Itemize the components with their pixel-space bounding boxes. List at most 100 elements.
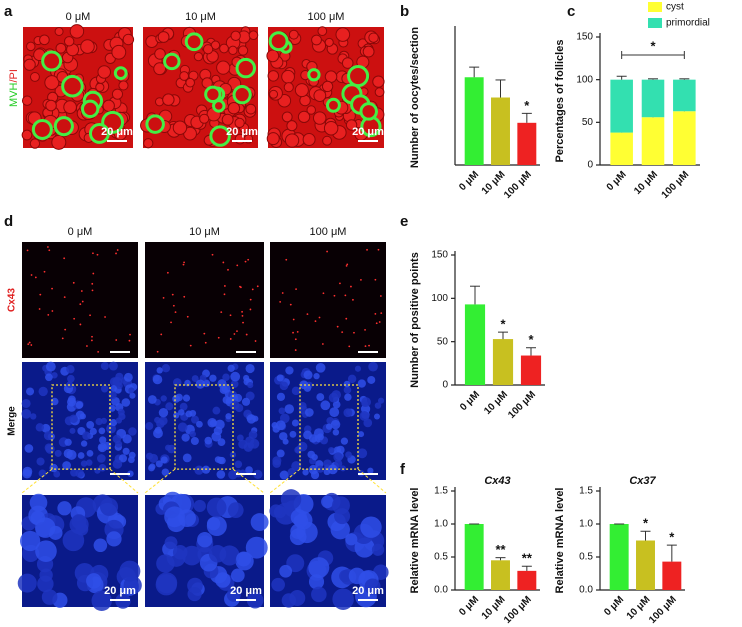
dot xyxy=(314,320,317,323)
cell xyxy=(267,70,280,82)
cell xyxy=(111,88,124,100)
nucleus xyxy=(156,367,163,374)
oocyte xyxy=(209,125,231,147)
dot xyxy=(96,253,99,256)
scale-label: 20 μm xyxy=(104,585,136,597)
nucleus xyxy=(98,427,106,435)
dot xyxy=(86,345,88,347)
nucleus xyxy=(374,402,382,409)
dot xyxy=(43,270,46,273)
dot xyxy=(220,311,223,314)
nucleus xyxy=(222,373,230,382)
nucleus xyxy=(221,383,231,393)
nucleus xyxy=(75,469,85,478)
nucleus xyxy=(334,459,343,468)
nucleus xyxy=(194,465,204,475)
nucleus xyxy=(215,572,231,588)
nucleus xyxy=(38,469,47,478)
legend-swatch xyxy=(648,2,662,12)
nucleus xyxy=(289,528,307,546)
nucleus xyxy=(227,364,235,372)
nucleus xyxy=(158,407,169,418)
scale-label: 20 μm xyxy=(226,126,258,138)
dot xyxy=(364,345,367,348)
cell xyxy=(317,26,328,36)
dot xyxy=(116,249,119,251)
dot xyxy=(247,258,250,261)
dot xyxy=(47,246,49,248)
nucleus xyxy=(248,430,258,440)
nucleus xyxy=(167,444,176,454)
nucleus xyxy=(196,420,203,428)
nucleus xyxy=(241,397,251,406)
x-tick-label: 100 μM xyxy=(660,169,692,201)
nucleus xyxy=(371,543,385,556)
dot xyxy=(249,298,252,301)
nucleus xyxy=(54,449,62,457)
nucleus xyxy=(225,413,232,420)
nucleus xyxy=(249,438,260,449)
cell xyxy=(23,58,36,71)
nucleus xyxy=(149,463,156,470)
nucleus xyxy=(57,501,72,516)
nucleus xyxy=(328,392,339,403)
nucleus xyxy=(276,392,286,401)
cell xyxy=(248,30,259,41)
nucleus xyxy=(66,365,75,374)
cell xyxy=(372,75,385,88)
nucleus xyxy=(289,589,306,606)
dot xyxy=(236,330,238,332)
dot xyxy=(104,316,106,318)
nucleus xyxy=(343,386,352,394)
cell xyxy=(26,41,36,52)
nucleus xyxy=(209,374,217,382)
nucleus xyxy=(115,593,131,609)
oocyte xyxy=(61,74,84,98)
nucleus xyxy=(368,361,378,372)
zoom-box xyxy=(174,384,234,470)
cell xyxy=(281,111,293,123)
legend-label: cyst xyxy=(666,2,684,13)
dot xyxy=(294,338,297,341)
nucleus xyxy=(172,545,188,560)
dot xyxy=(242,321,244,324)
nucleus xyxy=(323,468,331,476)
dot xyxy=(92,272,95,275)
nucleus xyxy=(75,401,84,409)
column-label: 10 μM xyxy=(185,11,216,23)
nucleus xyxy=(127,470,134,477)
bar xyxy=(517,122,537,165)
y-tick-label: 0.5 xyxy=(579,552,593,563)
nucleus xyxy=(64,438,72,446)
nucleus xyxy=(118,454,128,463)
dot xyxy=(223,293,226,296)
dot xyxy=(63,257,66,260)
cell xyxy=(341,57,354,69)
x-tick-label: 0 μM xyxy=(458,389,482,413)
oocyte xyxy=(307,68,321,82)
cell xyxy=(312,111,327,125)
nucleus xyxy=(100,497,119,516)
cell xyxy=(227,101,241,115)
oocyte xyxy=(325,97,341,113)
dot xyxy=(51,287,53,290)
dot xyxy=(217,336,220,339)
column-label: 0 μM xyxy=(66,11,91,23)
nucleus xyxy=(229,451,237,458)
nucleus xyxy=(321,495,334,509)
nucleus xyxy=(119,560,141,582)
dot xyxy=(379,295,382,297)
dot xyxy=(172,304,175,307)
oocyte xyxy=(359,102,378,121)
nucleus xyxy=(182,453,192,463)
cell xyxy=(324,37,334,47)
dot xyxy=(241,314,244,317)
dot xyxy=(91,282,94,285)
cell xyxy=(323,121,339,136)
bar xyxy=(636,540,655,590)
zoom-line xyxy=(232,468,265,494)
nucleus xyxy=(236,434,244,442)
nucleus xyxy=(367,375,376,384)
nucleus xyxy=(99,436,107,444)
